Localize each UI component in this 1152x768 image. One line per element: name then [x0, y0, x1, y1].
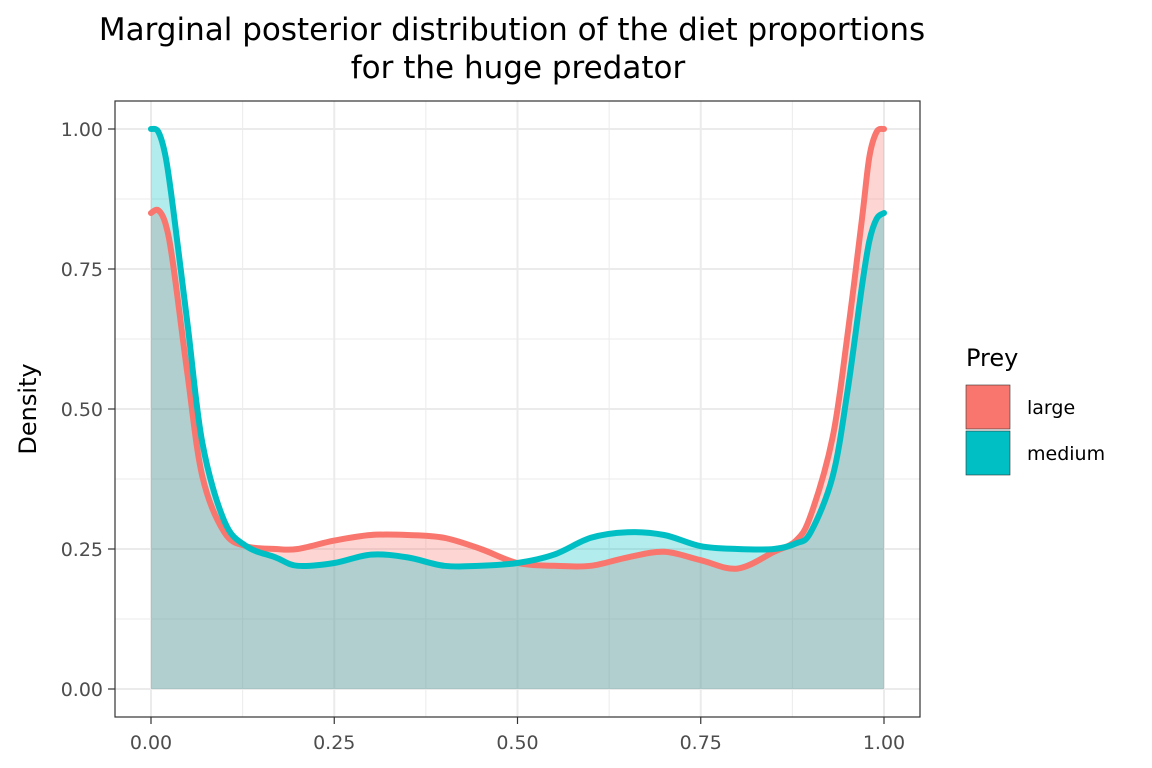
- y-tick-label: 1.00: [61, 119, 103, 141]
- density-area-large: [151, 128, 884, 689]
- y-axis-title: Density: [14, 363, 42, 454]
- density-lines: [148, 125, 887, 572]
- legend-key-medium: [965, 430, 1011, 476]
- y-tick-label: 0.75: [61, 259, 103, 281]
- legend-label-large: large: [1027, 397, 1075, 419]
- y-tick-label: 0.50: [61, 399, 103, 421]
- legend: Prey large medium: [965, 344, 1105, 476]
- axis-ticks: 0.00 0.25 0.50 0.75 1.00 0.00 0.25 0.50 0.75 1.00: [61, 119, 905, 754]
- grid-lines: [115, 101, 920, 717]
- x-tick-label: 1.00: [863, 732, 905, 754]
- x-tick-label: 0.25: [313, 732, 355, 754]
- chart-title-line-1: Marginal posterior distribution of the d…: [99, 12, 925, 48]
- chart-title-line-2: for the huge predator: [351, 50, 686, 86]
- y-tick-label: 0.00: [61, 679, 103, 701]
- legend-key-large: [965, 384, 1011, 430]
- x-tick-label: 0.75: [680, 732, 722, 754]
- x-tick-label: 0.50: [496, 732, 538, 754]
- legend-title: Prey: [966, 344, 1018, 372]
- legend-label-medium: medium: [1027, 443, 1105, 465]
- density-line-medium: [148, 125, 887, 570]
- x-tick-label: 0.00: [130, 732, 172, 754]
- y-tick-label: 0.25: [61, 539, 103, 561]
